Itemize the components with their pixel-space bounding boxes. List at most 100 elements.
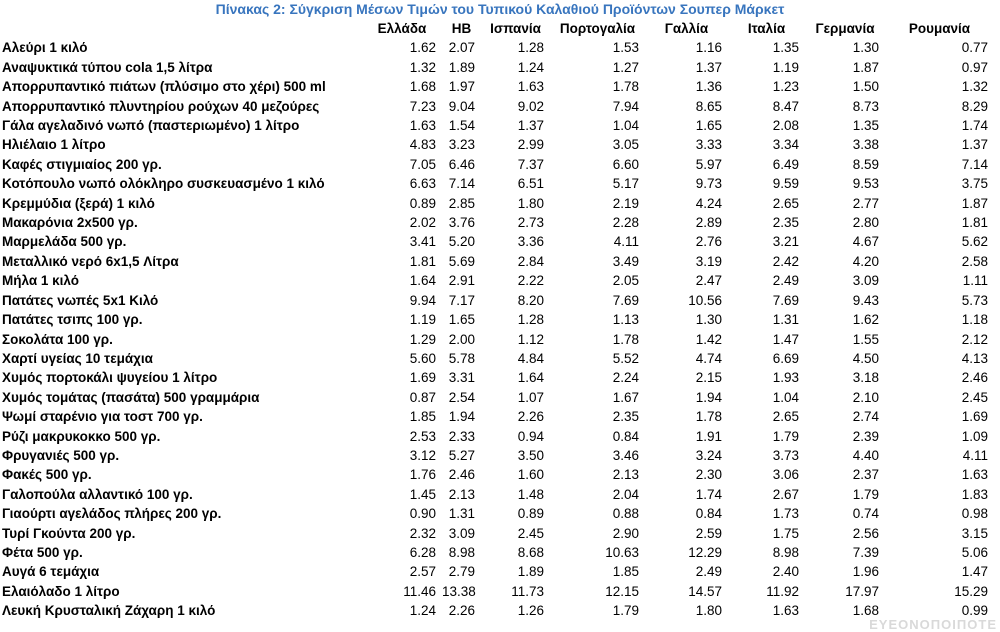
price-cell: 2.49 [772, 273, 799, 289]
table-row: Τυρί Γκούντα 200 γρ. 2.32 3.09 2.45 2.90 2.59… [2, 524, 994, 543]
price-cell: 1.13 [612, 312, 639, 328]
price-cell: 0.97 [961, 59, 988, 75]
product-name-cell: Καφές στιγμιαίος 200 γρ. [2, 156, 162, 172]
price-cell: 9.73 [695, 176, 722, 192]
table-row: Γαλοπούλα αλλαντικό 100 γρ. 1.45 2.13 1.48 2… [2, 485, 994, 504]
product-name-cell: Αυγά 6 τεμάχια [2, 564, 100, 580]
price-cell: 8.29 [961, 98, 988, 114]
price-cell: 0.89 [517, 506, 544, 522]
price-cell: 8.47 [772, 98, 799, 114]
price-cell: 2.58 [961, 253, 988, 269]
price-cell: 1.74 [695, 486, 722, 502]
product-name-cell: Λευκή Κρυσταλική Ζάχαρη 1 κιλό [2, 603, 216, 619]
table-row: Μήλα 1 κιλό 1.64 2.91 2.22 2.05 2.47 2.49 3.09 1… [2, 271, 994, 290]
price-cell: 1.11 [962, 273, 988, 289]
price-cell: 1.16 [695, 40, 722, 56]
price-cell: 1.85 [612, 564, 639, 580]
price-cell: 1.64 [517, 370, 544, 386]
price-cell: 0.94 [517, 428, 544, 444]
price-cell: 1.89 [517, 564, 544, 580]
price-cell: 3.33 [695, 137, 722, 153]
price-cell: 15.29 [954, 583, 988, 599]
product-name-cell: Μεταλλικό νερό 6x1,5 Λίτρα [2, 253, 179, 269]
column-header: Ισπανία [490, 21, 541, 36]
table-row: Χυμός πορτοκάλι ψυγείου 1 λίτρο 1.69 3.31 1… [2, 368, 994, 387]
price-cell: 0.74 [852, 506, 879, 522]
price-cell: 2.90 [612, 525, 639, 541]
price-cell: 2.35 [772, 215, 799, 231]
price-cell: 8.73 [852, 98, 879, 114]
price-cell: 1.30 [852, 40, 879, 56]
price-cell: 1.81 [961, 215, 988, 231]
price-cell: 3.34 [772, 137, 799, 153]
table-row: Ρύζι μακρυκοκκο 500 γρ. 2.53 2.33 0.94 0.84 1… [2, 427, 994, 446]
price-cell: 1.73 [772, 506, 799, 522]
price-cell: 1.79 [612, 603, 639, 619]
table-row: Κρεμμύδια (ξερά) 1 κιλό 0.89 2.85 1.80 2.19 4… [2, 194, 994, 213]
price-cell: 1.28 [517, 40, 544, 56]
price-cell: 7.05 [409, 156, 436, 172]
price-cell: 3.31 [448, 370, 475, 386]
product-name-cell: Κρεμμύδια (ξερά) 1 κιλό [2, 195, 155, 211]
price-cell: 2.84 [517, 253, 544, 269]
price-cell: 1.37 [695, 59, 722, 75]
price-cell: 5.27 [448, 447, 475, 463]
price-cell: 1.28 [517, 312, 544, 328]
price-cell: 2.22 [517, 273, 544, 289]
price-cell: 1.62 [852, 312, 879, 328]
price-cell: 2.46 [961, 370, 988, 386]
price-cell: 2.26 [448, 603, 475, 619]
price-cell: 1.74 [961, 118, 988, 134]
price-cell: 1.75 [772, 525, 799, 541]
price-cell: 1.85 [409, 409, 436, 425]
price-cell: 4.50 [852, 350, 879, 366]
column-header: Ρουμανία [908, 21, 971, 36]
price-cell: 0.77 [961, 40, 988, 56]
price-cell: 1.60 [517, 467, 544, 483]
price-cell: 2.02 [409, 215, 436, 231]
price-cell: 1.31 [772, 312, 799, 328]
price-cell: 1.30 [695, 312, 722, 328]
price-cell: 1.23 [772, 79, 799, 95]
price-cell: 5.20 [448, 234, 475, 250]
price-cell: 5.69 [448, 253, 475, 269]
table-row: Καφές στιγμιαίος 200 γρ. 7.05 6.46 7.37 6.60… [2, 155, 994, 174]
price-cell: 1.54 [448, 118, 475, 134]
price-cell: 4.84 [517, 350, 544, 366]
price-cell: 5.97 [695, 156, 722, 172]
product-name-cell: Μήλα 1 κιλό [2, 273, 80, 289]
price-cell: 4.13 [961, 350, 988, 366]
price-cell: 7.69 [612, 292, 639, 308]
price-cell: 2.53 [409, 428, 436, 444]
price-cell: 1.65 [695, 118, 722, 134]
price-cell: 1.31 [448, 506, 475, 522]
price-cell: 2.49 [695, 564, 722, 580]
price-cell: 1.65 [448, 312, 475, 328]
price-cell: 1.48 [517, 486, 544, 502]
product-name-cell: Γιαούρτι αγελάδος πλήρες 200 γρ. [2, 506, 222, 522]
price-cell: 6.46 [448, 156, 475, 172]
price-cell: 1.47 [961, 564, 988, 580]
price-cell: 5.17 [612, 176, 639, 192]
price-cell: 9.04 [448, 98, 475, 114]
price-cell: 3.21 [772, 234, 799, 250]
table-row: Ελαιόλαδο 1 λίτρο 11.46 13.38 11.73 12.15 14.… [2, 582, 994, 601]
price-cell: 3.75 [961, 176, 988, 192]
table-row: Χαρτί υγείας 10 τεμάχια 5.60 5.78 4.84 5.52 4… [2, 349, 994, 368]
price-cell: 1.36 [695, 79, 722, 95]
price-cell: 9.94 [409, 292, 436, 308]
column-header: Ελλάδα [377, 21, 427, 36]
price-cell: 1.81 [409, 253, 436, 269]
product-name-cell: Φακές 500 γρ. [2, 467, 92, 483]
price-cell: 0.99 [961, 603, 988, 619]
table-row: Απορρυπαντικό πλυντηρίου ρούχων 40 μεζού… [2, 97, 994, 116]
price-cell: 1.07 [517, 389, 544, 405]
product-name-cell: Τυρί Γκούντα 200 γρ. [2, 525, 136, 541]
price-cell: 1.12 [517, 331, 544, 347]
price-cell: 2.26 [517, 409, 544, 425]
price-cell: 3.24 [695, 447, 722, 463]
price-cell: 1.93 [772, 370, 799, 386]
price-cell: 2.19 [612, 195, 639, 211]
price-cell: 1.67 [612, 389, 639, 405]
table-row: Κοτόπουλο νωπό ολόκληρο συσκευασμένο 1 κ… [2, 174, 994, 193]
